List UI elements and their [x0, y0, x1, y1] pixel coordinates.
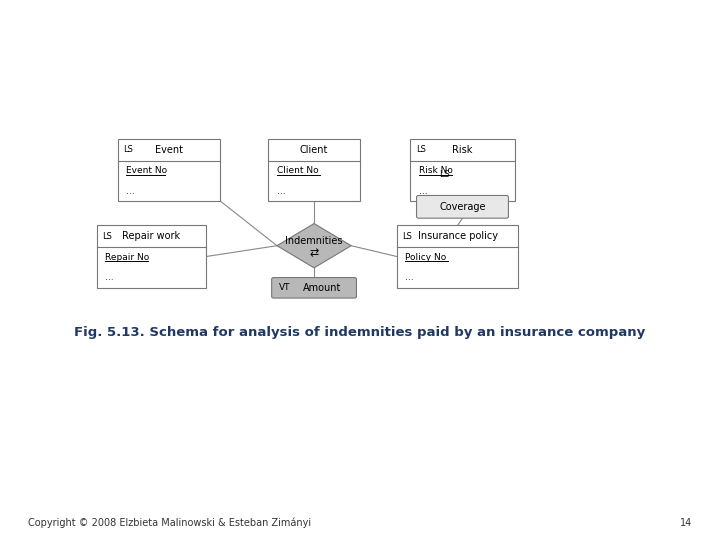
Bar	[96, 226, 207, 287]
Text: ...: ...	[276, 186, 285, 195]
Text: LS: LS	[124, 145, 133, 154]
Text: ⇄: ⇄	[310, 249, 319, 259]
Text: Copyright © 2008 Elzbieta Malinowski & Esteban Zimányi: Copyright © 2008 Elzbieta Malinowski & E…	[28, 518, 311, 528]
Text: LS: LS	[402, 232, 413, 241]
Text: ...: ...	[405, 273, 414, 282]
Text: Risk No: Risk No	[418, 166, 453, 176]
Text: Repair No: Repair No	[105, 253, 150, 262]
Text: Client No: Client No	[276, 166, 318, 176]
Text: LS: LS	[102, 232, 112, 241]
Text: Risk: Risk	[452, 145, 472, 155]
Text: LS: LS	[439, 170, 450, 179]
Text: Coverage: Coverage	[439, 202, 486, 212]
FancyBboxPatch shape	[271, 278, 356, 298]
Bar	[397, 226, 518, 287]
Text: Client: Client	[300, 145, 328, 155]
Text: Amount: Amount	[303, 283, 342, 293]
Text: ...: ...	[105, 273, 114, 282]
Bar	[268, 139, 360, 201]
Text: 14: 14	[680, 518, 692, 528]
Text: Event No: Event No	[127, 166, 168, 176]
Polygon shape	[277, 224, 351, 268]
Text: Repair work: Repair work	[122, 231, 181, 241]
Text: Fig. 5.13. Schema for analysis of indemnities paid by an insurance company: Fig. 5.13. Schema for analysis of indemn…	[74, 326, 646, 339]
Text: Policy No: Policy No	[405, 253, 446, 262]
Text: Insurance policy: Insurance policy	[418, 231, 498, 241]
Bar	[118, 139, 220, 201]
Text: ...: ...	[127, 186, 135, 195]
Text: Indemnities: Indemnities	[285, 237, 343, 246]
Text: VT: VT	[279, 284, 290, 292]
Text: Event: Event	[156, 145, 183, 155]
Text: LS: LS	[416, 145, 426, 154]
Bar	[410, 139, 515, 201]
Text: ...: ...	[418, 186, 427, 195]
FancyBboxPatch shape	[417, 195, 508, 218]
